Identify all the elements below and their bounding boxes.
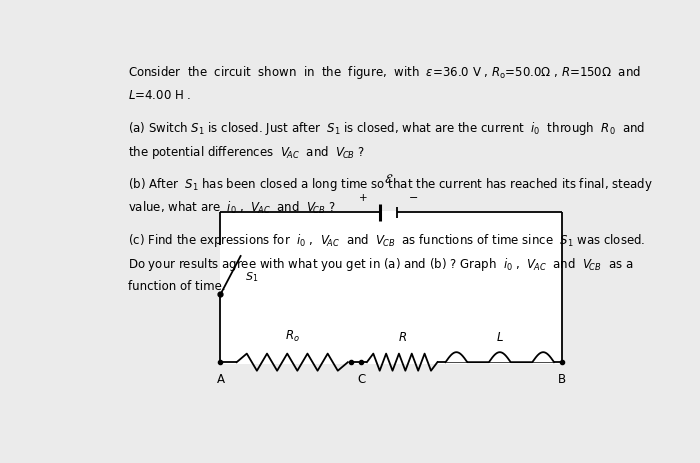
Text: $\mathcal{E}$: $\mathcal{E}$ <box>384 173 393 186</box>
Text: $R_o$: $R_o$ <box>285 329 300 344</box>
Text: $L$: $L$ <box>496 331 504 344</box>
Text: the potential differences  $V_{\!AC}$  and  $V_{\!CB}$ ?: the potential differences $V_{\!AC}$ and… <box>128 144 365 162</box>
Text: C: C <box>357 373 365 386</box>
Text: +: + <box>359 193 368 203</box>
Text: B: B <box>558 373 566 386</box>
Text: value, what are  $i_0$ ,  $V_{\!AC}$  and  $V_{\!CB}$ ?: value, what are $i_0$ , $V_{\!AC}$ and $… <box>128 200 336 216</box>
Text: (a) Switch $S_1$ is closed. Just after  $S_1$ is closed, what are the current  $: (a) Switch $S_1$ is closed. Just after $… <box>128 120 645 137</box>
Text: Do your results agree with what you get in (a) and (b) ? Graph  $i_0$ ,  $V_{\!A: Do your results agree with what you get … <box>128 256 634 273</box>
Text: $L$=4.00 H .: $L$=4.00 H . <box>128 89 192 102</box>
Text: function of time.: function of time. <box>128 280 226 293</box>
FancyBboxPatch shape <box>220 211 562 364</box>
Text: (b) After  $S_1$ has been closed a long time so that the current has reached its: (b) After $S_1$ has been closed a long t… <box>128 176 653 193</box>
Text: A: A <box>216 373 225 386</box>
Text: Consider  the  circuit  shown  in  the  figure,  with  $\varepsilon$=36.0 V , $R: Consider the circuit shown in the figure… <box>128 64 641 81</box>
Text: (c) Find the expressions for  $i_0$ ,  $V_{\!AC}$  and  $V_{\!CB}$  as functions: (c) Find the expressions for $i_0$ , $V_… <box>128 232 645 249</box>
Text: $S_1$: $S_1$ <box>246 270 259 284</box>
Text: $R$: $R$ <box>398 331 407 344</box>
Text: −: − <box>409 193 418 203</box>
